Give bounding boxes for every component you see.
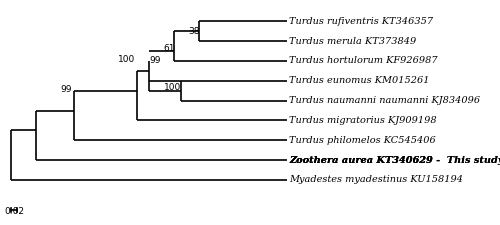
- Text: Turdus eunomus KM015261: Turdus eunomus KM015261: [289, 76, 430, 85]
- Text: Zoothera aurea KT340629: Zoothera aurea KT340629: [289, 156, 432, 165]
- Text: Turdus migratorius KJ909198: Turdus migratorius KJ909198: [289, 116, 436, 125]
- Text: 38: 38: [188, 27, 200, 36]
- Text: 99: 99: [150, 56, 161, 65]
- Text: Turdus merula KT373849: Turdus merula KT373849: [289, 37, 416, 46]
- Text: Turdus rufiventris KT346357: Turdus rufiventris KT346357: [289, 17, 433, 26]
- Text: 99: 99: [60, 85, 72, 94]
- Text: Myadestes myadestinus KU158194: Myadestes myadestinus KU158194: [289, 176, 463, 184]
- Text: Turdus naumanni naumanni KJ834096: Turdus naumanni naumanni KJ834096: [289, 96, 480, 105]
- Text: Turdus hortulorum KF926987: Turdus hortulorum KF926987: [289, 56, 438, 65]
- Text: 100: 100: [118, 55, 135, 64]
- Text: Turdus philomelos KC545406: Turdus philomelos KC545406: [289, 136, 436, 145]
- Text: Zoothera aurea KT340629 -  This study: Zoothera aurea KT340629 - This study: [289, 156, 500, 165]
- Text: 61: 61: [164, 43, 175, 52]
- Text: 100: 100: [164, 83, 181, 92]
- Text: Zoothera aurea KT340629 -  This study: Zoothera aurea KT340629 - This study: [289, 156, 500, 165]
- Text: 0.02: 0.02: [4, 207, 24, 216]
